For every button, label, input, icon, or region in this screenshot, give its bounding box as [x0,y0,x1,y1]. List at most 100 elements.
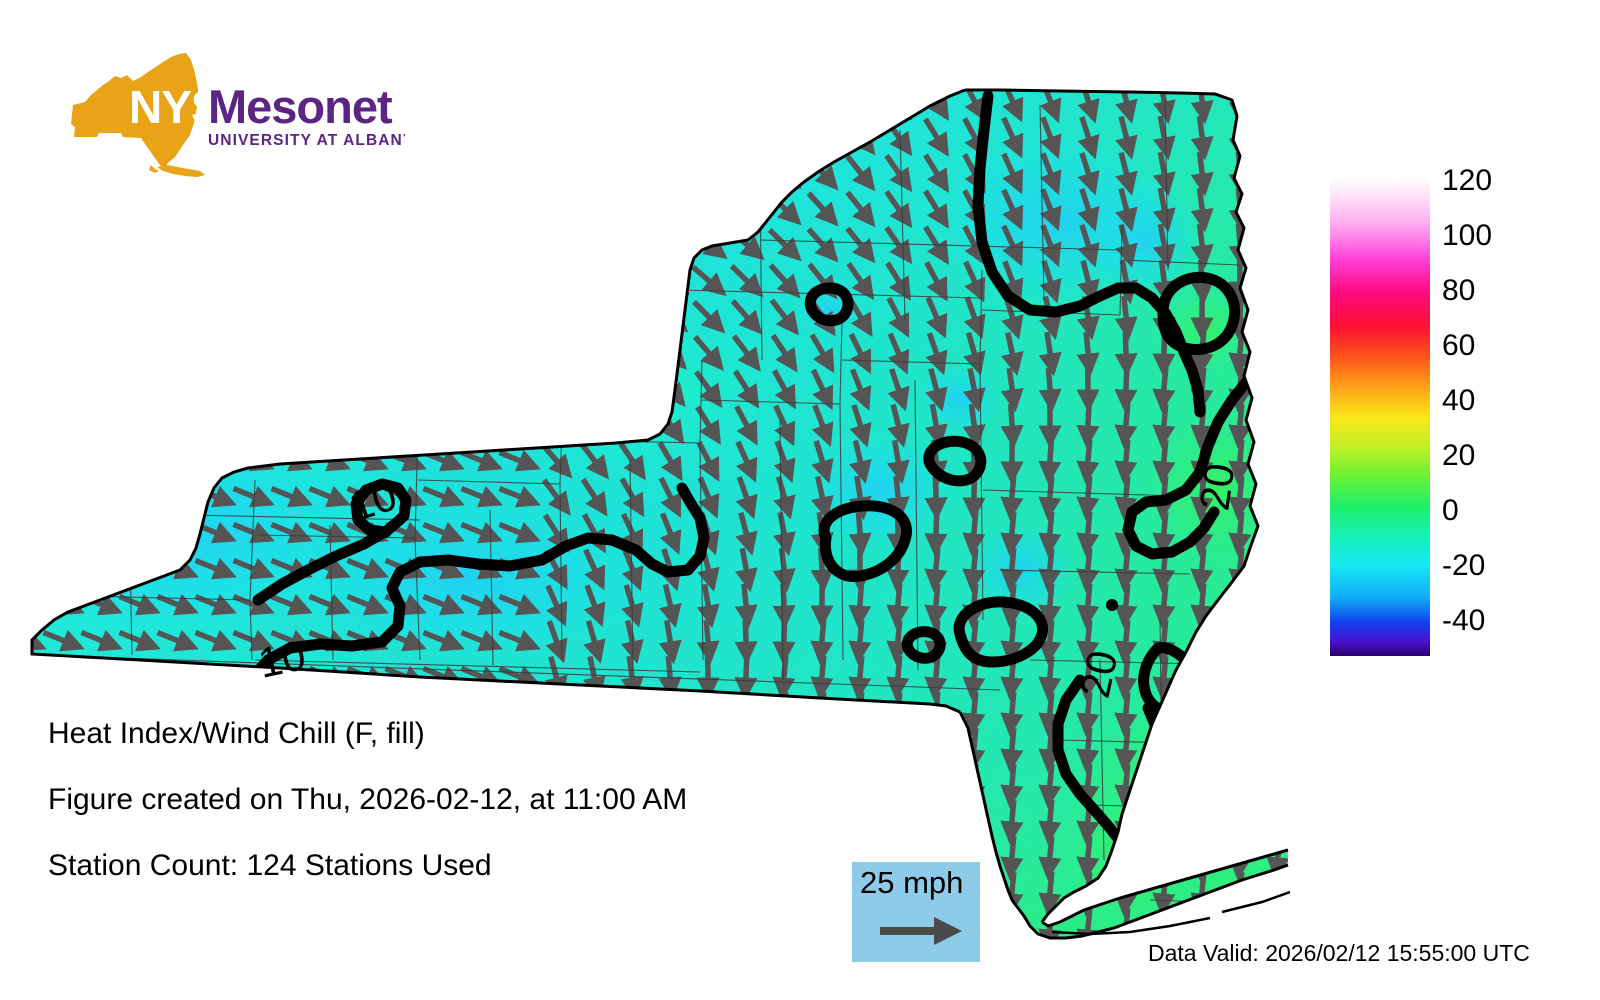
wind-vector-arrow [848,655,872,701]
contour-line-20-east [1122,354,1268,560]
wind-vector-arrow [1077,116,1100,160]
wind-vector-arrow [269,268,315,292]
wind-vector-arrow [117,268,163,292]
wind-vector-arrow [923,189,949,229]
wind-vector-arrow [772,655,796,701]
wind-vector-arrow [613,90,654,113]
wind-vector-arrow [156,665,199,688]
wind-vector-arrow [730,299,763,335]
wind-vector-arrow [498,413,541,436]
wind-vector-arrow [80,557,123,580]
wind-vector-arrow [690,90,728,116]
colorbar-tick-120: 120 [1442,164,1493,197]
wind-vector-arrow [1152,403,1176,449]
wind-vector-arrow [1266,799,1288,845]
wind-vector-arrow [307,268,353,292]
colorbar-tick-100: 100 [1442,219,1493,252]
wind-vector-arrow [659,512,682,555]
wind-vector-arrow [383,232,429,256]
wind-vector-arrow [1000,547,1024,593]
wind-vector-arrow [1152,511,1176,557]
wind-vector-arrow [1228,691,1252,737]
wind-vector-arrow [308,413,351,436]
wind-vector-arrow [692,299,726,334]
wind-vector-arrow [1114,439,1138,485]
wind-vector-arrow [118,377,162,400]
wind-vector-arrow [32,665,47,688]
wind-vector-arrow [1152,583,1176,629]
wind-vector-arrow [651,90,691,114]
wind-vector-arrow [308,593,351,616]
wind-vector-arrow [32,881,47,904]
wind-vector-arrow [118,521,161,544]
wind-vector-arrow [809,333,835,374]
wind-vector-arrow [1266,90,1288,125]
wind-vector-arrow [346,413,389,436]
wind-vector-arrow [499,304,540,328]
wind-vector-arrow [422,521,465,544]
wind-vector-arrow [42,557,85,580]
wind-vector-arrow [810,655,834,701]
wind-vector-arrow [1000,475,1024,521]
wind-vector-arrow [32,557,47,580]
wind-vector-arrow [613,266,653,294]
wind-vector-arrow [41,341,87,364]
wind-vector-arrow [460,305,503,328]
wind-vector-arrow [1228,835,1252,881]
wind-vector-arrow [80,485,123,508]
wind-vector-arrow [617,406,648,444]
wind-vector-arrow [845,226,876,264]
wind-vector-arrow [32,449,47,472]
wind-vector-arrow [1038,727,1062,773]
wind-vector-arrow [1076,619,1100,665]
wind-vector-arrow [1000,511,1024,557]
wind-vector-arrow [1266,763,1288,809]
wind-vector-arrow [541,478,571,516]
wind-vector-arrow [734,583,758,629]
wind-vector-arrow [1266,547,1288,593]
wind-vector-arrow [1190,475,1214,521]
wind-vector-arrow [1266,475,1288,521]
wind-vector-arrow [651,230,691,258]
wind-vector-arrow [32,845,47,868]
wind-vector-arrow [155,304,201,328]
wind-vector-arrow [156,377,200,400]
wind-vector-arrow [42,377,86,400]
wind-vector-arrow [884,154,913,193]
wind-vector-arrow [460,233,504,256]
wind-vector-arrow [886,691,910,737]
wind-vector-arrow [887,403,910,448]
heat-index-wind-chill-map[interactable]: 10 10 20 20 [0,60,1290,940]
wind-vector-arrow [460,521,503,544]
wind-vector-arrow [460,197,504,220]
wind-vector-arrow [1000,799,1024,845]
wind-vector-arrow [1152,439,1176,485]
wind-vector-arrow [1038,763,1062,809]
wind-vector-arrow [1152,187,1176,233]
wind-vector-arrow [421,125,467,148]
wind-vector-arrow [307,196,353,220]
wind-vector-arrow [421,90,467,112]
wind-vector-arrow [734,405,758,446]
contour-line-10-nw [252,478,412,606]
wind-vector-arrow [735,511,758,556]
wind-vector-arrow [1038,835,1062,881]
wind-vector-arrow [1228,619,1252,665]
wind-vector-arrow [576,337,614,368]
wind-vector-arrow [885,261,911,301]
colorbar-tick-40: 40 [1442,384,1476,417]
wind-vector-arrow [460,413,503,436]
wind-vector-arrow [1228,763,1252,809]
wind-vector-arrow [232,485,275,508]
colorbar-tick-80: 80 [1442,274,1476,307]
wind-vector-arrow [734,547,758,593]
wind-vector-arrow [308,917,351,938]
wind-vector-arrow [1000,763,1024,809]
wind-vector-arrow [1077,152,1100,196]
wind-vector-arrow [615,336,651,369]
wind-vector-arrow [32,268,49,292]
wind-vector-arrow [232,629,275,652]
wind-vector-arrow [156,449,199,472]
wind-vector-arrow [1038,439,1062,485]
wind-vector-arrow [1152,367,1176,413]
